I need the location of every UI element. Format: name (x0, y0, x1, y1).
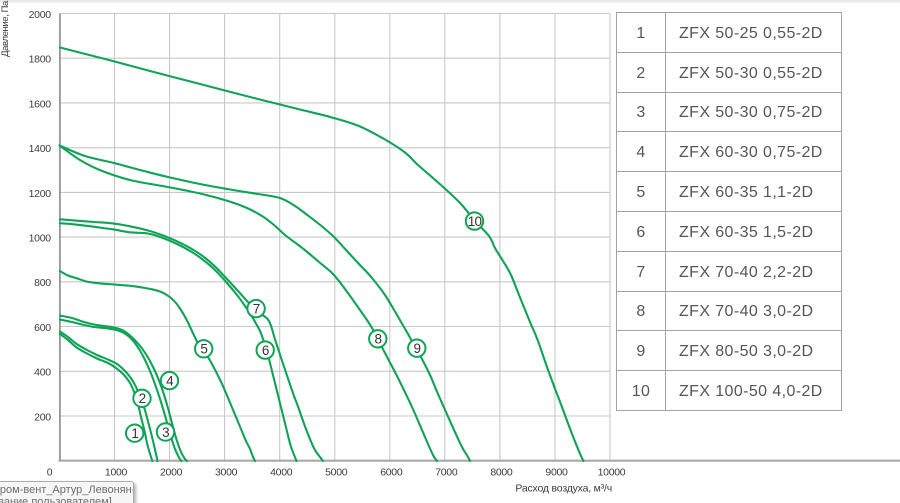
svg-text:1000: 1000 (29, 233, 52, 245)
svg-text:2: 2 (139, 391, 146, 406)
svg-text:3: 3 (162, 425, 169, 440)
svg-text:5000: 5000 (325, 467, 348, 479)
svg-text:7: 7 (253, 301, 260, 316)
svg-text:Давление, Па: Давление, Па (0, 0, 11, 57)
svg-text:0: 0 (47, 467, 53, 479)
svg-text:10: 10 (468, 214, 482, 229)
svg-text:3000: 3000 (215, 467, 238, 479)
svg-text:10000: 10000 (598, 467, 626, 479)
svg-text:6000: 6000 (380, 467, 403, 479)
svg-text:200: 200 (34, 411, 51, 423)
svg-text:2000: 2000 (160, 467, 183, 479)
svg-text:4: 4 (166, 373, 174, 388)
svg-text:600: 600 (34, 322, 51, 334)
svg-text:800: 800 (34, 277, 51, 289)
svg-text:9: 9 (413, 341, 420, 356)
svg-text:Расход воздуха, м³/ч: Расход воздуха, м³/ч (515, 483, 612, 495)
svg-text:1400: 1400 (29, 143, 52, 155)
svg-text:1000: 1000 (105, 467, 128, 479)
svg-text:6: 6 (262, 343, 269, 358)
svg-text:400: 400 (34, 367, 51, 379)
svg-text:9000: 9000 (545, 467, 568, 479)
svg-text:5: 5 (200, 342, 207, 357)
svg-text:1600: 1600 (29, 98, 52, 110)
svg-text:7000: 7000 (435, 467, 458, 479)
svg-text:1800: 1800 (29, 54, 52, 66)
svg-text:2000: 2000 (29, 9, 52, 21)
svg-text:4000: 4000 (270, 467, 293, 479)
svg-text:8000: 8000 (490, 467, 513, 479)
svg-text:1200: 1200 (29, 188, 52, 200)
svg-text:1: 1 (131, 426, 138, 441)
svg-text:8: 8 (374, 332, 381, 347)
